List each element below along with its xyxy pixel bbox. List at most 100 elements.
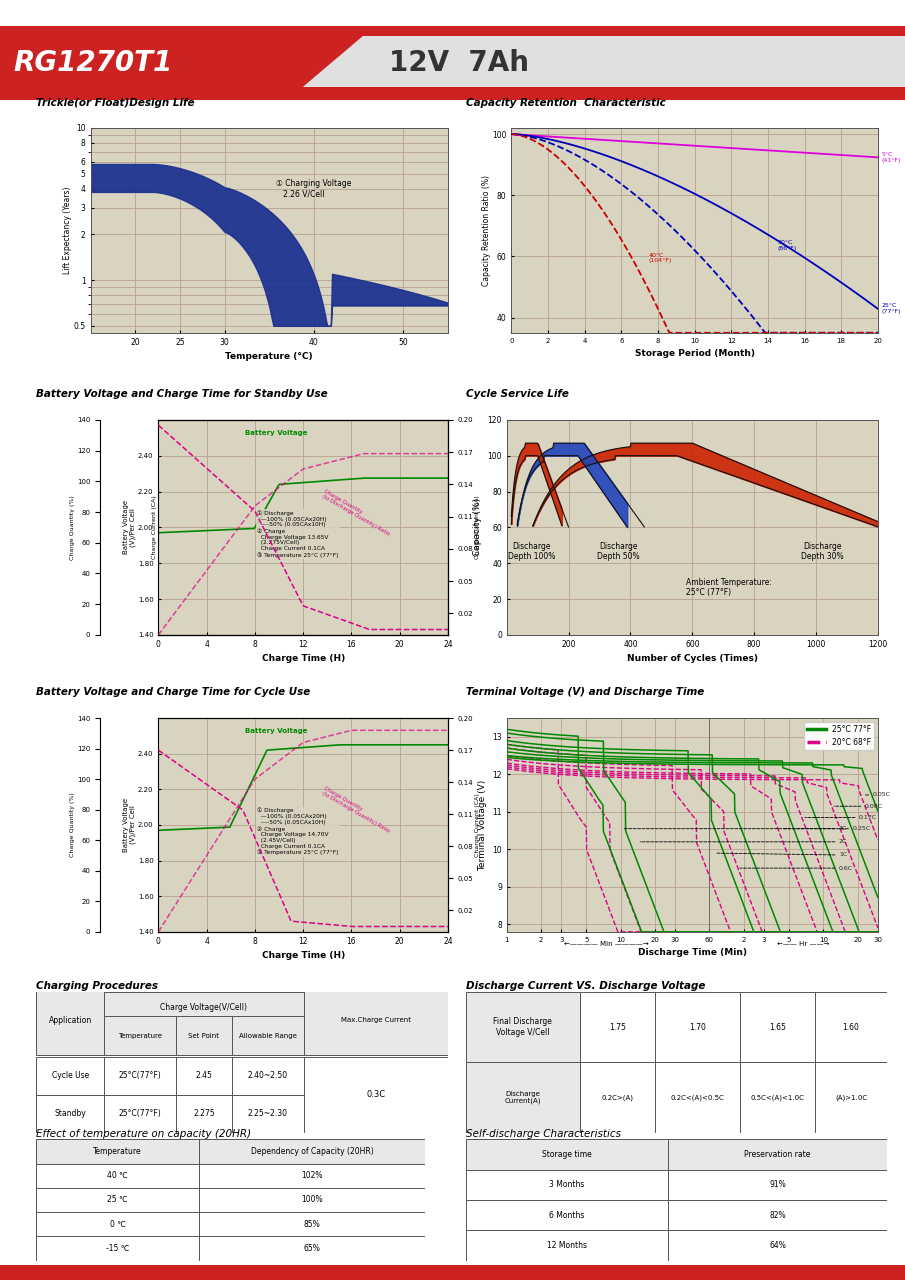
Bar [36,1212,199,1236]
Text: 2C: 2C [839,840,847,845]
X-axis label: Discharge Time (Min): Discharge Time (Min) [638,948,747,957]
X-axis label: Charge Time (H): Charge Time (H) [262,654,345,663]
Text: Charging Procedures: Charging Procedures [36,982,158,992]
Text: 0 ℃: 0 ℃ [110,1220,126,1229]
Text: 65%: 65% [303,1244,320,1253]
Text: 1.70: 1.70 [689,1023,706,1032]
Bar [668,1230,887,1261]
Text: Charge Quantity
(to Discharge Quantity) Ratio: Charge Quantity (to Discharge Quantity) … [320,488,393,536]
Text: 85%: 85% [304,1220,320,1229]
Text: ① Discharge
  —100% (0.05CAx20H)
  ----50% (0.05CAx10H)
② Charge
  Charge Voltag: ① Discharge —100% (0.05CAx20H) ----50% (… [257,511,338,558]
Bar [104,992,304,1023]
Text: Allowable Range: Allowable Range [239,1033,297,1038]
Text: Dependency of Capacity (20HR): Dependency of Capacity (20HR) [251,1147,374,1156]
Bar [815,992,887,1062]
Bar [176,1016,232,1055]
Bar [466,1170,668,1201]
Bar [104,1016,176,1055]
Text: 91%: 91% [769,1180,786,1189]
Bar [466,1139,668,1170]
Bar [466,1062,580,1133]
Text: 102%: 102% [301,1171,323,1180]
Bar [199,1212,424,1236]
Text: 3 Months: 3 Months [549,1180,585,1189]
Y-axis label: Charge Current (CA): Charge Current (CA) [475,794,480,856]
Bar [36,1139,199,1164]
Text: 40°C
(104°F): 40°C (104°F) [649,252,672,264]
Legend: 25°C 77°F, 20°C 68°F: 25°C 77°F, 20°C 68°F [804,722,874,750]
Text: 25°C(77°F): 25°C(77°F) [119,1110,162,1119]
Text: 82%: 82% [769,1211,786,1220]
Text: 0.09C: 0.09C [865,804,883,809]
Bar [580,992,655,1062]
Text: Battery Voltage and Charge Time for Standby Use: Battery Voltage and Charge Time for Stan… [36,389,328,399]
Text: Ambient Temperature:
25°C (77°F): Ambient Temperature: 25°C (77°F) [686,579,772,598]
Text: 0.6C: 0.6C [839,865,853,870]
Text: Max.Charge Current: Max.Charge Current [341,1018,411,1023]
Bar [36,986,104,1055]
Bar [304,1057,448,1133]
Text: (A)>1.0C: (A)>1.0C [835,1094,867,1101]
Text: 1C: 1C [839,852,847,858]
Polygon shape [299,36,905,90]
Bar [466,1230,668,1261]
Bar [739,1062,815,1133]
Text: Capacity Retention  Characteristic: Capacity Retention Characteristic [466,99,666,109]
Text: Charge Quantity
(to Discharge Quantity) Ratio: Charge Quantity (to Discharge Quantity) … [320,786,393,835]
Bar [36,1236,199,1261]
Y-axis label: Charge Current (CA): Charge Current (CA) [152,495,157,559]
Bar [199,1164,424,1188]
Bar [176,1094,232,1133]
Text: 2.45: 2.45 [195,1071,213,1080]
Text: Self-discharge Characteristics: Self-discharge Characteristics [466,1129,621,1139]
Text: 40 ℃: 40 ℃ [108,1171,129,1180]
Text: -15 ℃: -15 ℃ [106,1244,129,1253]
Text: Battery Voltage: Battery Voltage [245,728,308,733]
Y-axis label: Terminal Voltage (V): Terminal Voltage (V) [478,780,487,870]
Bar [36,1057,104,1094]
Text: Trickle(or Float)Design Life: Trickle(or Float)Design Life [36,99,195,109]
Text: Final Discharge
Voltage V/Cell: Final Discharge Voltage V/Cell [493,1018,552,1037]
Text: Cycle Use: Cycle Use [52,1071,89,1080]
Text: 12V  7Ah: 12V 7Ah [389,49,529,77]
Bar [466,992,580,1062]
Text: Discharge
Current(A): Discharge Current(A) [505,1091,541,1105]
Text: 0.3C: 0.3C [367,1091,386,1100]
Text: Discharge
Depth 30%: Discharge Depth 30% [801,541,843,561]
X-axis label: Temperature (°C): Temperature (°C) [225,352,313,361]
Text: Effect of temperature on capacity (20HR): Effect of temperature on capacity (20HR) [36,1129,252,1139]
Y-axis label: Capacity (%): Capacity (%) [473,498,481,557]
Text: Application: Application [49,1015,91,1025]
Text: Battery Voltage and Charge Time for Cycle Use: Battery Voltage and Charge Time for Cycl… [36,687,310,698]
Text: Temperature: Temperature [93,1147,142,1156]
Bar [232,1094,304,1133]
Y-axis label: Charge Quantity (%): Charge Quantity (%) [71,792,75,858]
Y-axis label: Charge Quantity (%): Charge Quantity (%) [71,495,75,559]
Text: 3C: 3C [839,826,847,831]
Y-axis label: Battery Voltage
(V)/Per Cell: Battery Voltage (V)/Per Cell [123,500,137,554]
Bar [199,1236,424,1261]
Text: 30°C
(86°F): 30°C (86°F) [777,241,796,251]
Bar [668,1201,887,1230]
Bar [199,1188,424,1212]
Text: 0.05C: 0.05C [872,792,891,797]
Bar [232,1057,304,1094]
X-axis label: Number of Cycles (Times): Number of Cycles (Times) [627,654,757,663]
Bar [466,1201,668,1230]
X-axis label: Charge Time (H): Charge Time (H) [262,951,345,960]
Bar [104,1094,176,1133]
Text: ←—— Hr ——→: ←—— Hr ——→ [777,941,830,947]
Text: 1.65: 1.65 [769,1023,786,1032]
Bar [199,1139,424,1164]
Y-axis label: Lift Expectancy (Years): Lift Expectancy (Years) [63,187,72,274]
Text: 0.17C: 0.17C [859,815,877,820]
Text: 5°C
(41°F): 5°C (41°F) [881,152,900,163]
Bar [36,1188,199,1212]
Text: 0.2C>(A): 0.2C>(A) [602,1094,634,1101]
Y-axis label: Battery Voltage
(V)/Per Cell: Battery Voltage (V)/Per Cell [123,797,137,852]
Text: Discharge
Depth 50%: Discharge Depth 50% [596,541,640,561]
Text: 0.25C: 0.25C [853,826,871,831]
Y-axis label: Capacity Retention Ratio (%): Capacity Retention Ratio (%) [481,175,491,285]
Text: 100%: 100% [301,1196,323,1204]
Text: ① Discharge
  —100% (0.05CAx20H)
  ----50% (0.05CAx10H)
② Charge
  Charge Voltag: ① Discharge —100% (0.05CAx20H) ----50% (… [257,808,338,855]
